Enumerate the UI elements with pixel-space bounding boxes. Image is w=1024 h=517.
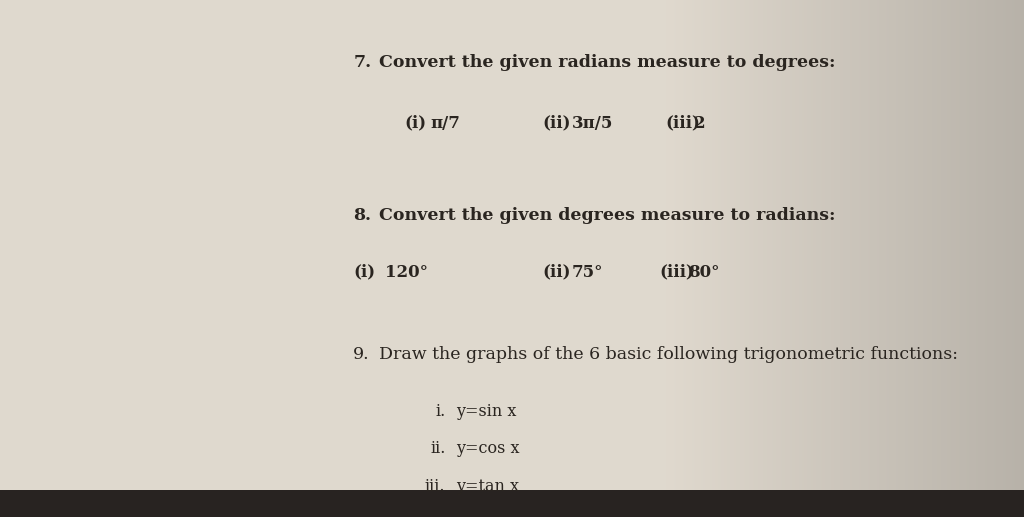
Text: 9.: 9. <box>353 346 370 363</box>
Text: y=sin x: y=sin x <box>456 403 516 420</box>
Text: 120°: 120° <box>385 264 428 281</box>
Text: y=cot x: y=cot x <box>456 515 517 517</box>
Text: 3π/5: 3π/5 <box>571 115 612 132</box>
Text: Draw the graphs of the 6 basic following trigonometric functions:: Draw the graphs of the 6 basic following… <box>379 346 957 363</box>
Text: (ii): (ii) <box>543 115 571 132</box>
Text: 75°: 75° <box>571 264 603 281</box>
Text: Convert the given degrees measure to radians:: Convert the given degrees measure to rad… <box>379 207 836 224</box>
Text: 80°: 80° <box>688 264 720 281</box>
Text: (ii): (ii) <box>543 264 571 281</box>
Text: (iii): (iii) <box>666 115 700 132</box>
Text: Convert the given radians measure to degrees:: Convert the given radians measure to deg… <box>379 54 836 71</box>
Text: y=cos x: y=cos x <box>456 440 519 458</box>
Text: (iii): (iii) <box>659 264 694 281</box>
Text: iii.: iii. <box>425 478 445 495</box>
Text: y=tan x: y=tan x <box>456 478 519 495</box>
Text: iv.: iv. <box>428 515 445 517</box>
Text: 7.: 7. <box>353 54 372 71</box>
Text: ii.: ii. <box>430 440 445 458</box>
Text: (i): (i) <box>404 115 427 132</box>
Text: (i): (i) <box>353 264 376 281</box>
Text: i.: i. <box>435 403 445 420</box>
Text: 2: 2 <box>694 115 706 132</box>
Text: 8.: 8. <box>353 207 372 224</box>
Text: π/7: π/7 <box>430 115 460 132</box>
